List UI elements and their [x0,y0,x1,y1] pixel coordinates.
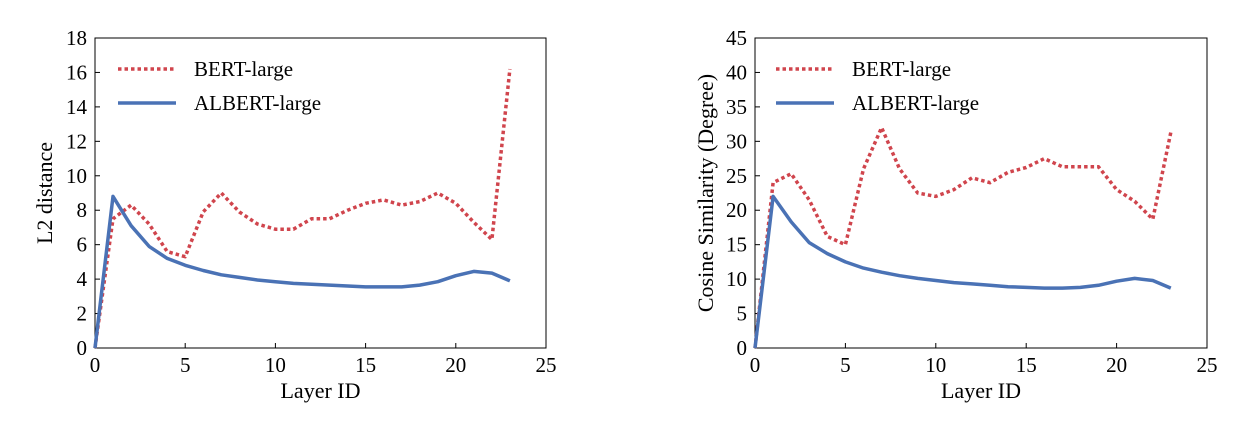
chart-cosine-similarity: 0 5 10 15 20 25 0 5 10 15 20 25 30 35 40 45 Layer ID Cosi… [693,26,1218,403]
legend-label: BERT-large [194,57,293,81]
series-line-albert-large [753,194,1172,349]
x-tick-label: 20 [445,353,466,377]
x-tick-label: 15 [355,353,376,377]
series-line-bert-large [753,125,1173,349]
legend-label: ALBERT-large [194,91,321,115]
x-axis-title: Layer ID [280,378,360,403]
x-tick-label: 20 [1106,353,1127,377]
x-tick-label: 5 [840,353,851,377]
x-tick-label: 0 [750,353,761,377]
x-tick-label: 25 [536,353,557,377]
y-tick-label: 4 [77,267,88,291]
x-axis-title: Layer ID [941,378,1021,403]
y-tick-label: 35 [726,95,747,119]
y-tick-label: 15 [726,233,747,257]
y-tick-label: 45 [726,26,747,50]
series-line-bert-large [93,68,512,349]
x-tick-label: 10 [265,353,286,377]
legend-label: BERT-large [852,57,951,81]
y-axis-title: Cosine Similarity (Degree) [693,74,718,312]
plot-frame [754,37,1208,349]
plot-frame [94,37,547,349]
y-tick-label: 18 [66,26,87,50]
y-tick-label: 30 [726,129,747,153]
y-tick-label: 0 [737,336,748,360]
y-tick-label: 10 [66,164,87,188]
y-tick-label: 40 [726,60,747,84]
y-tick-label: 8 [77,198,88,222]
y-tick-label: 16 [66,60,87,84]
y-tick-label: 5 [737,302,748,326]
chart-l2-distance: 0 5 10 15 20 25 0 2 4 6 8 10 12 14 16 18 Layer ID L2 dist… [32,26,557,403]
y-tick-label: 0 [77,336,88,360]
y-tick-label: 6 [77,233,88,257]
y-axis-title: L2 distance [32,142,57,244]
legend-label: ALBERT-large [852,91,979,115]
x-tick-label: 25 [1197,353,1218,377]
y-tick-label: 20 [726,198,747,222]
y-tick-label: 25 [726,164,747,188]
x-tick-label: 0 [90,353,101,377]
y-tick-label: 14 [66,95,88,119]
y-tick-label: 12 [66,129,87,153]
x-tick-label: 5 [180,353,191,377]
y-tick-label: 10 [726,267,747,291]
series-line-albert-large [93,194,511,349]
x-tick-label: 15 [1016,353,1037,377]
x-tick-label: 10 [925,353,946,377]
y-tick-label: 2 [77,302,88,326]
